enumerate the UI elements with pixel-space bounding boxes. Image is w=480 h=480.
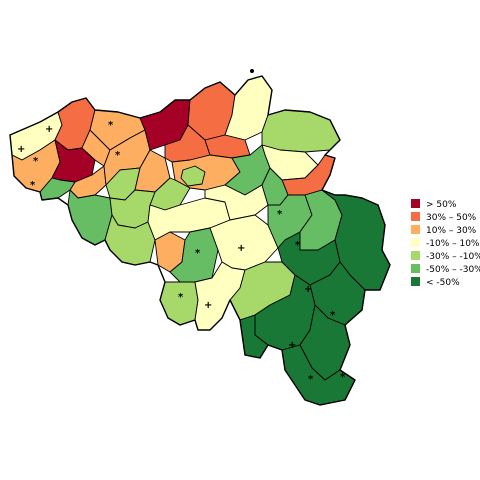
marker-star: *	[33, 156, 39, 167]
marker-star: *	[178, 292, 184, 303]
legend-swatch-30to50	[411, 212, 420, 221]
legend-label-m10to10: -10% – 10%	[426, 239, 480, 249]
region-brussels	[180, 165, 206, 187]
marker-star: *	[115, 150, 121, 161]
region-limburg-north	[261, 109, 341, 153]
region-marche	[277, 231, 341, 286]
marker-star: *	[195, 248, 201, 259]
marker-plus: +	[304, 284, 312, 295]
marker-star: *	[330, 310, 336, 321]
map-regions	[9, 75, 391, 406]
marker-star: *	[308, 374, 314, 385]
marker-star: *	[277, 209, 283, 220]
region-nivelles	[204, 184, 269, 221]
marker-plus: +	[204, 300, 212, 311]
legend-label-10to30: 10% – 30%	[426, 226, 477, 236]
marker-star: *	[30, 180, 36, 191]
legend-swatch-ltm50	[411, 277, 420, 286]
region-tournai	[67, 189, 113, 246]
legend-label-m50tom30: -50% – -30%	[426, 265, 480, 275]
legend-swatch-m30tom10	[411, 251, 420, 260]
legend-swatch-gt50	[411, 199, 420, 208]
region-chimay	[159, 281, 199, 326]
marker-star: *	[108, 120, 114, 131]
legend-swatch-m50tom30	[411, 264, 420, 273]
enclave-dot	[250, 69, 254, 73]
legend-swatch-10to30	[411, 225, 420, 234]
marker-star: *	[340, 372, 346, 383]
significance-markers: + + * * * * * * * * + + + * + * *	[17, 120, 346, 385]
country-outline	[9, 75, 391, 406]
marker-plus: +	[288, 340, 296, 351]
legend-label-ltm50: < -50%	[426, 278, 460, 288]
legend-label-m30tom10: -30% – -10%	[426, 252, 480, 262]
legend: > 50% 30% – 50% 10% – 30% -10% – 10% -30% – …	[411, 199, 480, 288]
legend-label-gt50: > 50%	[426, 200, 457, 210]
marker-plus: +	[237, 243, 245, 254]
legend-label-30to50: 30% – 50%	[426, 213, 477, 223]
marker-star: *	[295, 240, 301, 251]
marker-plus: +	[45, 124, 53, 135]
legend-swatch-m10to10	[411, 238, 420, 247]
marker-plus: +	[17, 144, 25, 155]
